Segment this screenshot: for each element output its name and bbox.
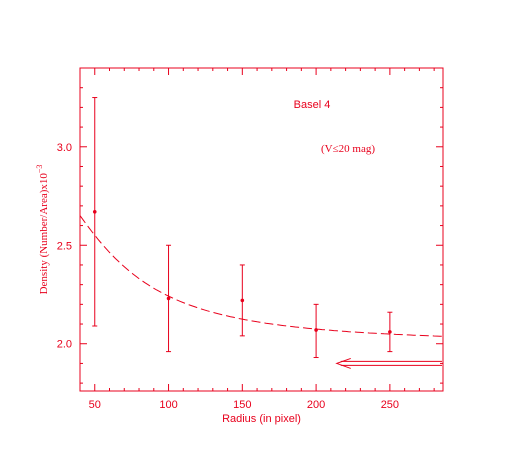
data-point xyxy=(388,330,392,334)
x-tick-label: 200 xyxy=(307,399,325,411)
fit-curve xyxy=(79,215,444,337)
data-point xyxy=(240,298,245,303)
data-point xyxy=(314,328,318,332)
chart-annotation: (V≤20 mag) xyxy=(321,143,375,155)
y-tick-label: 3.0 xyxy=(57,142,72,154)
x-tick-label: 250 xyxy=(381,399,399,411)
x-tick-label: 50 xyxy=(89,399,101,411)
plot-frame xyxy=(79,67,444,392)
y-axis-label: Density (Number/Area)x10−3 xyxy=(35,165,50,295)
arrow-head xyxy=(335,357,351,369)
y-tick-label: 2.0 xyxy=(57,339,72,351)
chart-title: Basel 4 xyxy=(294,99,331,111)
y-axis-label-exponent: −3 xyxy=(35,165,44,174)
x-tick-label: 100 xyxy=(159,399,177,411)
data-point xyxy=(166,296,171,301)
data-point xyxy=(92,209,97,214)
x-axis-label: Radius (in pixel) xyxy=(222,413,301,425)
x-tick-label: 150 xyxy=(233,399,251,411)
y-tick-label: 2.5 xyxy=(57,240,72,252)
